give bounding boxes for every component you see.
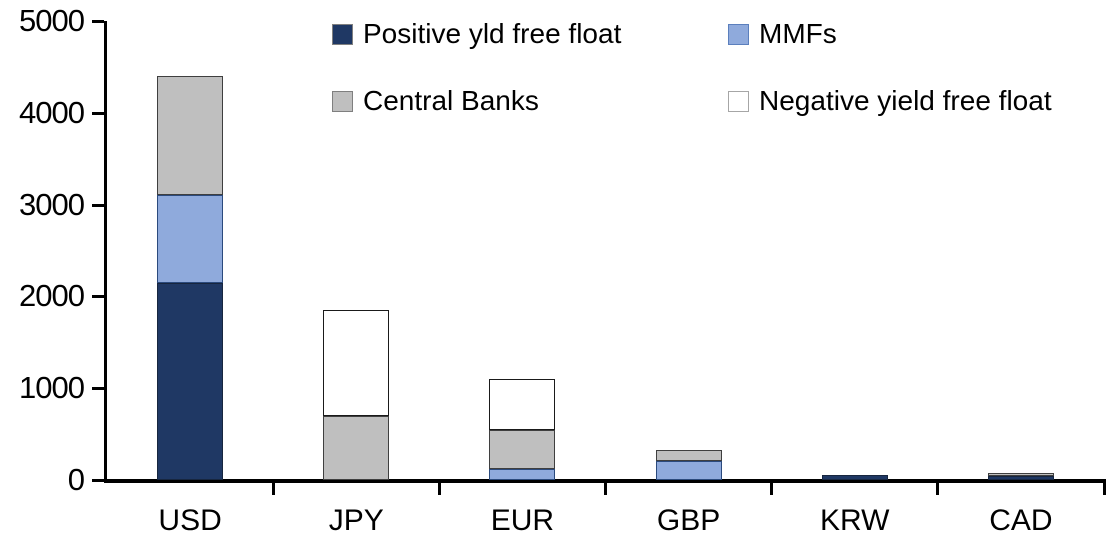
y-axis-line — [104, 21, 107, 483]
y-axis-tick-label: 4000 — [19, 94, 85, 130]
bar-segment-jpy-central-banks — [323, 415, 390, 480]
legend-label-positive-yld-free-float: Positive yld free float — [363, 18, 622, 49]
bar-segment-usd-positive-yld-free-float — [157, 282, 224, 480]
legend-swatch-negative-yield-free-float — [728, 90, 749, 112]
y-axis-tick — [92, 387, 104, 391]
bar-segment-eur-mmfs — [489, 468, 556, 480]
legend-swatch-positive-yld-free-float — [332, 23, 353, 45]
x-axis-label-jpy: JPY — [328, 504, 384, 537]
bar-segment-krw-positive-yld-free-float — [821, 475, 888, 480]
y-axis-tick — [92, 295, 104, 299]
bar-segment-eur-central-banks — [489, 430, 556, 469]
y-axis-tick-label: 2000 — [19, 278, 85, 314]
x-axis-tick — [936, 483, 940, 495]
legend-item-mmfs: MMFs — [728, 20, 837, 48]
legend-label-negative-yield-free-float: Negative yield free float — [759, 85, 1052, 116]
x-axis-tick — [604, 483, 607, 495]
x-axis-tick — [1102, 483, 1106, 495]
legend-swatch-mmfs — [728, 23, 749, 45]
y-axis-tick-label: 3000 — [19, 186, 85, 222]
bar-segment-gbp-mmfs — [655, 460, 722, 480]
x-axis-label-krw: KRW — [820, 504, 890, 537]
bar-segment-usd-central-banks — [157, 76, 224, 196]
y-axis-tick-label: 1000 — [19, 370, 85, 406]
x-axis-tick — [770, 483, 774, 495]
y-axis-tick-label: 5000 — [19, 3, 85, 38]
legend-swatch-central-banks — [332, 90, 353, 112]
legend-label-mmfs: MMFs — [759, 18, 837, 49]
bar-segment-eur-negative-yield-free-float — [489, 379, 556, 431]
y-axis-tick — [92, 20, 104, 23]
legend-label-central-banks: Central Banks — [363, 85, 539, 116]
x-axis-label-gbp: GBP — [656, 504, 721, 537]
legend-item-negative-yield-free-float: Negative yield free float — [728, 87, 1052, 115]
x-axis-tick — [271, 483, 275, 495]
bar-segment-cad-positive-yld-free-float — [987, 475, 1054, 480]
bar-segment-cad-central-banks — [987, 472, 1054, 476]
x-axis-line — [104, 479, 1106, 483]
x-axis-label-eur: EUR — [490, 504, 555, 537]
bar-segment-usd-mmfs — [157, 195, 224, 283]
bar-segment-gbp-central-banks — [655, 449, 722, 461]
legend-item-positive-yld-free-float: Positive yld free float — [332, 20, 621, 48]
x-axis-tick — [437, 483, 441, 495]
x-axis-label-cad: CAD — [989, 504, 1053, 537]
y-axis-tick-label: 0 — [67, 462, 85, 497]
bar-segment-jpy-negative-yield-free-float — [323, 310, 390, 416]
x-axis-label-usd: USD — [158, 504, 222, 537]
y-axis-tick — [92, 111, 104, 115]
legend-item-central-banks: Central Banks — [332, 87, 539, 115]
y-axis-tick — [92, 479, 104, 482]
y-axis-tick — [92, 203, 104, 207]
